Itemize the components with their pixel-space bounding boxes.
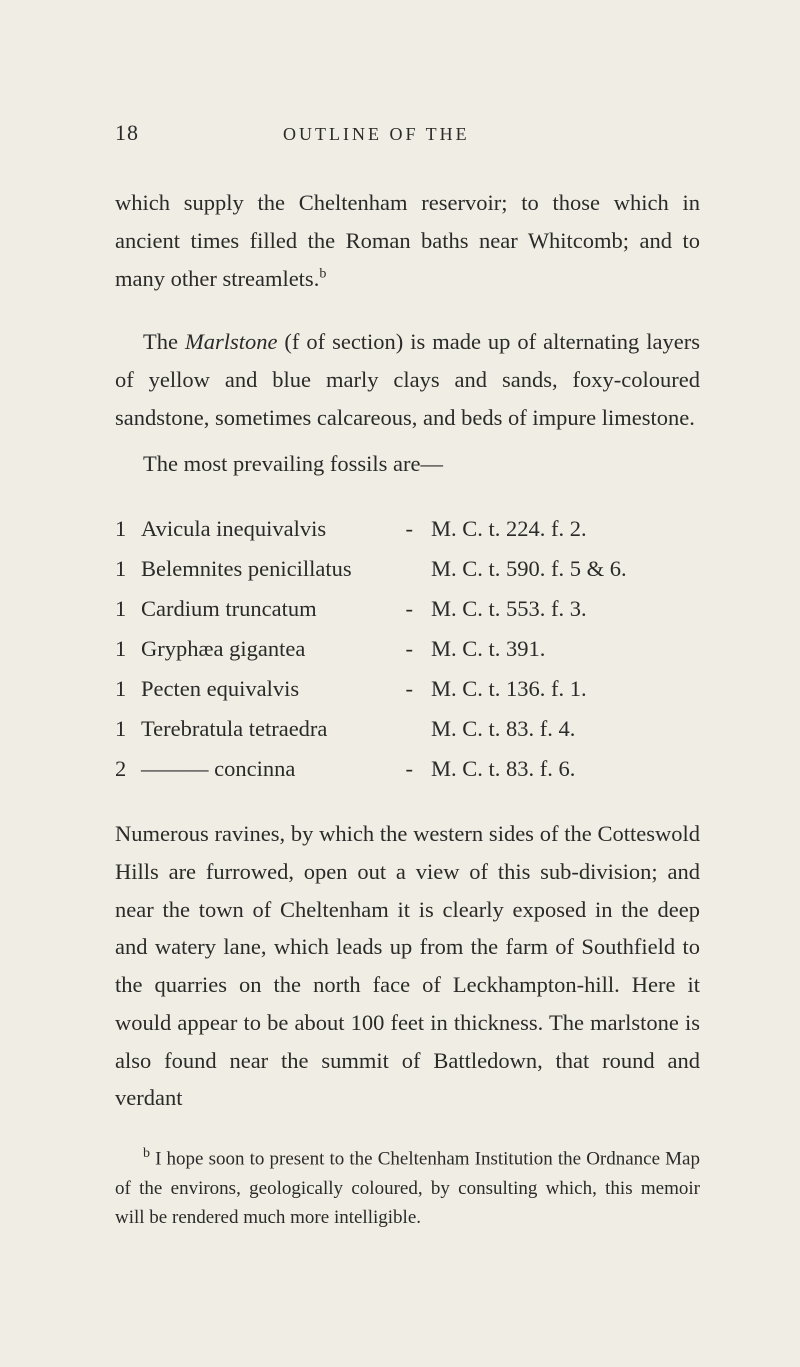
species-dash: - [406, 749, 414, 789]
species-name: Avicula inequivalvis - [141, 509, 413, 549]
page-header: 18 OUTLINE OF THE [115, 120, 700, 146]
paragraph-3-text: Numerous ravines, by which the western s… [115, 821, 700, 1111]
species-name: Terebratula tetraedra [141, 709, 413, 749]
species-num: 1 [115, 629, 141, 669]
species-row: 1 Belemnites penicillatus M. C. t. 590. … [115, 549, 700, 589]
para2-pre: The [143, 329, 185, 354]
species-name: Cardium truncatum - [141, 589, 413, 629]
species-row: 1 Cardium truncatum - M. C. t. 553. f. 3. [115, 589, 700, 629]
species-dash: - [406, 589, 414, 629]
species-row: 1 Pecten equivalvis - M. C. t. 136. f. 1. [115, 669, 700, 709]
species-num: 2 [115, 749, 141, 789]
footnote-ref-b: b [319, 266, 326, 281]
species-dash: - [406, 669, 414, 709]
species-ref: M. C. t. 553. f. 3. [413, 589, 587, 629]
species-num: 1 [115, 509, 141, 549]
paragraph-2b: The most prevailing fossils are— [115, 445, 700, 483]
page-number: 18 [115, 120, 139, 146]
species-name-text: Terebratula tetraedra [141, 709, 327, 749]
species-ref: M. C. t. 136. f. 1. [413, 669, 587, 709]
species-num: 1 [115, 589, 141, 629]
paragraph-1-text: which supply the Cheltenham reservoir; t… [115, 190, 700, 291]
species-name: Pecten equivalvis - [141, 669, 413, 709]
species-name-text: Pecten equivalvis [141, 669, 299, 709]
species-num: 1 [115, 549, 141, 589]
species-ref: M. C. t. 224. f. 2. [413, 509, 587, 549]
species-row: 2 ——— concinna - M. C. t. 83. f. 6. [115, 749, 700, 789]
paragraph-1: which supply the Cheltenham reservoir; t… [115, 184, 700, 297]
species-row: 1 Gryphæa gigantea - M. C. t. 391. [115, 629, 700, 669]
species-name: Gryphæa gigantea - [141, 629, 413, 669]
species-list: 1 Avicula inequivalvis - M. C. t. 224. f.… [115, 509, 700, 789]
species-name-text: Belemnites penicillatus [141, 549, 352, 589]
footnote-marker-b: b [143, 1146, 150, 1161]
species-name-text: Gryphæa gigantea [141, 629, 305, 669]
species-row: 1 Terebratula tetraedra M. C. t. 83. f. … [115, 709, 700, 749]
species-dash: - [406, 629, 414, 669]
species-ref: M. C. t. 83. f. 6. [413, 749, 575, 789]
species-name: Belemnites penicillatus [141, 549, 413, 589]
species-name-text: Cardium truncatum [141, 589, 317, 629]
species-num: 1 [115, 709, 141, 749]
paragraph-2: The Marlstone (f of section) is made up … [115, 323, 700, 436]
paragraph-3: Numerous ravines, by which the western s… [115, 815, 700, 1117]
species-row: 1 Avicula inequivalvis - M. C. t. 224. f.… [115, 509, 700, 549]
para2-italic-marlstone: Marlstone [185, 329, 278, 354]
species-name-text: Avicula inequivalvis [141, 509, 326, 549]
footnote-b: b I hope soon to present to the Cheltenh… [115, 1143, 700, 1233]
species-dash: - [406, 509, 414, 549]
species-ref: M. C. t. 83. f. 4. [413, 709, 575, 749]
species-ref: M. C. t. 391. [413, 629, 545, 669]
book-page: 18 OUTLINE OF THE which supply the Chelt… [0, 0, 800, 1332]
species-name: ——— concinna - [141, 749, 413, 789]
footnote-text: I hope soon to present to the Cheltenham… [115, 1149, 700, 1229]
species-num: 1 [115, 669, 141, 709]
running-head: OUTLINE OF THE [283, 124, 470, 145]
para2-line2: The most prevailing fossils are— [143, 451, 443, 476]
species-ref: M. C. t. 590. f. 5 & 6. [413, 549, 627, 589]
species-name-text: ——— concinna [141, 749, 295, 789]
